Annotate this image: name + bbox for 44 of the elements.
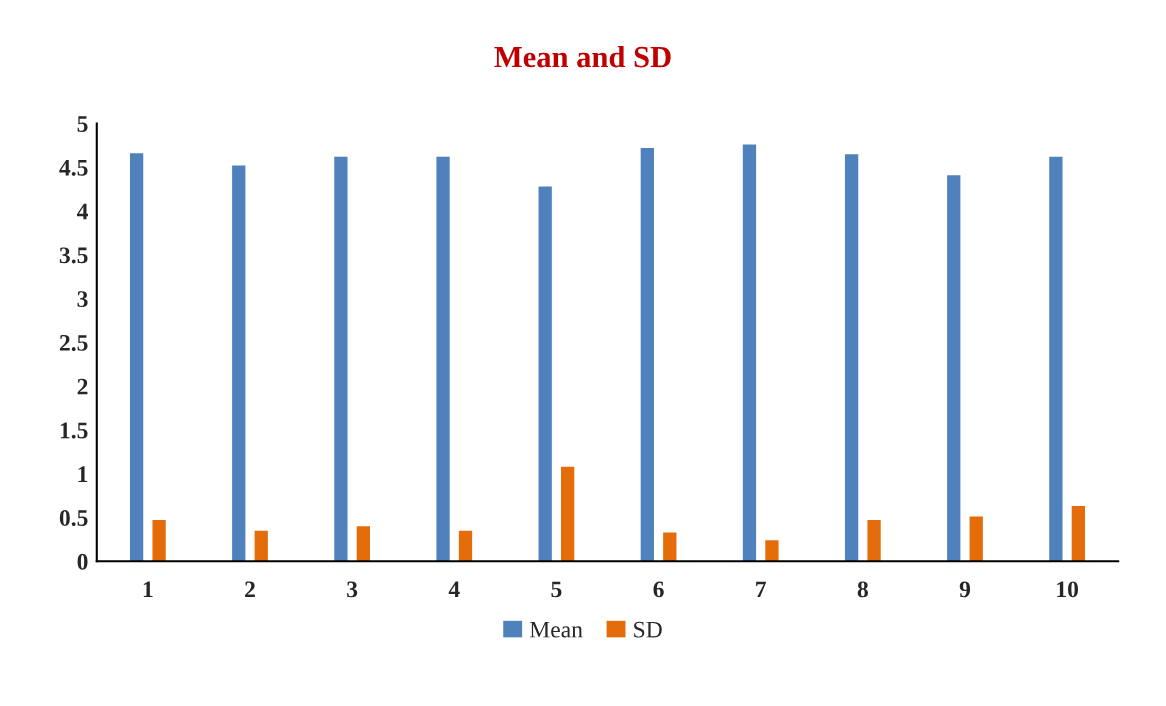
y-tick-label: 0.5	[59, 509, 88, 527]
bar	[436, 156, 450, 562]
bar	[867, 520, 881, 562]
bar	[844, 154, 859, 562]
bar	[1049, 156, 1063, 562]
y-tick-label: 2	[77, 378, 88, 395]
bar	[129, 153, 144, 562]
y-tick-label: 4	[76, 203, 89, 220]
x-tick-label: 2	[245, 581, 255, 598]
bar	[561, 466, 575, 562]
x-tick-label: 10	[1057, 581, 1079, 598]
bar	[334, 156, 348, 562]
y-tick-label: 1.5	[60, 422, 88, 439]
bar	[458, 530, 473, 562]
y-tick-label: 2.5	[59, 334, 88, 351]
y-tick-label: 4.5	[59, 159, 88, 176]
legend-label: SD	[634, 621, 662, 638]
y-tick-label: 1	[78, 466, 88, 482]
x-tick-label: 7	[756, 581, 767, 598]
bar	[969, 516, 983, 562]
bar	[232, 165, 246, 562]
bar	[947, 175, 961, 562]
legend-label: Mean	[529, 621, 583, 638]
y-tick-label: 5	[77, 116, 88, 132]
y-tick-label: 0	[77, 553, 88, 570]
y-tick-label: 3.5	[59, 247, 88, 264]
x-tick-label: 9	[959, 581, 971, 598]
x-tick-label: 6	[653, 581, 664, 598]
bar	[254, 530, 268, 562]
x-tick-label: 3	[347, 581, 358, 598]
bar	[538, 186, 552, 562]
bar	[742, 144, 757, 562]
chart-title: Mean and SD	[494, 45, 671, 68]
bar	[663, 532, 677, 562]
bar	[152, 520, 166, 562]
bar	[1071, 506, 1085, 562]
x-tick-label: 1	[143, 581, 153, 598]
x-tick-label: 5	[551, 581, 562, 598]
x-tick-label: 8	[857, 581, 868, 598]
x-tick-label: 4	[448, 581, 460, 598]
y-tick-label: 3	[77, 291, 88, 308]
bar	[640, 148, 654, 562]
bar	[765, 540, 779, 562]
bar	[356, 526, 371, 562]
